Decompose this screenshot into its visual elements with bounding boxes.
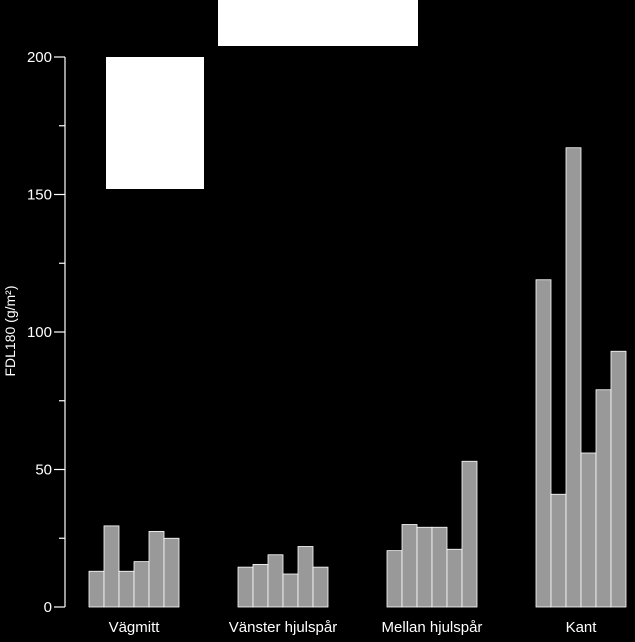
- bar: [237, 566, 254, 608]
- bar: [461, 460, 478, 608]
- y-tick-label: 200: [27, 49, 52, 66]
- x-category-label: Vägmitt: [109, 619, 161, 636]
- y-tick-label: 150: [27, 187, 52, 204]
- bar: [565, 147, 582, 608]
- x-category-label: Mellan hjulspår: [382, 619, 483, 636]
- y-tick-label: 100: [27, 324, 52, 341]
- y-tick-label: 0: [44, 599, 52, 616]
- bar: [386, 550, 403, 608]
- bar: [610, 350, 627, 608]
- bar: [148, 530, 165, 608]
- y-axis: 0 50 100 150 200: [27, 49, 66, 616]
- x-axis-labels: Vägmitt Vänster hjulspår Mellan hjulspår Ka…: [109, 619, 598, 636]
- x-category-label: Kant: [566, 619, 598, 636]
- bar: [401, 524, 418, 608]
- bars: [88, 147, 627, 608]
- blank-box-top: [218, 0, 418, 46]
- bar: [118, 570, 135, 608]
- blank-box-left: [106, 57, 204, 189]
- bar: [282, 573, 299, 608]
- bar: [431, 526, 448, 608]
- bar: [580, 452, 597, 608]
- bar: [550, 493, 567, 608]
- bar: [312, 566, 329, 608]
- y-axis-label: FDL180 (g/m²): [2, 285, 18, 376]
- bar: [133, 561, 150, 608]
- bar: [416, 526, 433, 608]
- bar: [297, 546, 314, 608]
- bar: [267, 554, 284, 608]
- bar: [595, 389, 612, 608]
- bar: [163, 537, 180, 608]
- bar: [252, 563, 269, 608]
- bar: [535, 279, 552, 608]
- y-tick-label: 50: [35, 462, 52, 479]
- bar: [446, 548, 463, 608]
- x-category-label: Vänster hjulspår: [229, 619, 337, 636]
- bar: [103, 525, 120, 608]
- bar: [88, 570, 105, 608]
